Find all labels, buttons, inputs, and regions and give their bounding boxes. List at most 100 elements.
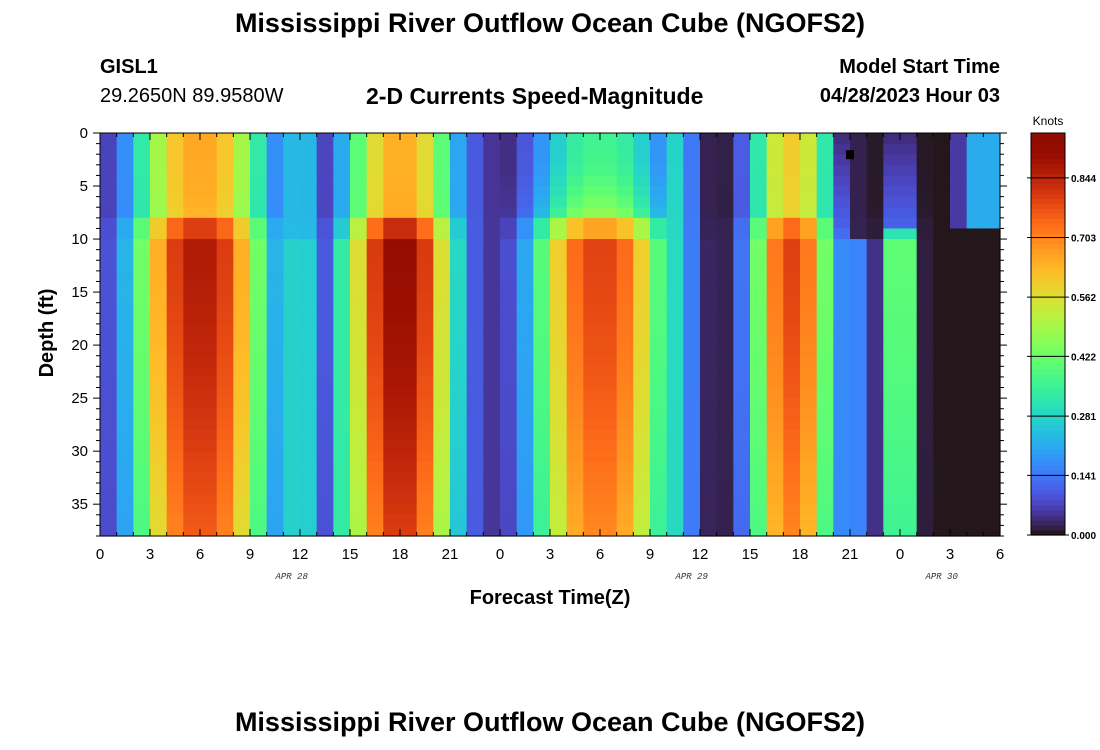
heatmap-cell	[816, 398, 834, 410]
heatmap-cell	[166, 376, 184, 389]
heatmap-cell	[783, 196, 801, 208]
heatmap-cell	[366, 355, 384, 367]
x-tick-label: 21	[442, 546, 459, 563]
heatmap-cell	[250, 196, 268, 208]
heatmap-cell	[566, 143, 584, 155]
heatmap-cell	[633, 514, 651, 526]
heatmap-cell	[400, 398, 418, 410]
heatmap-cell	[133, 419, 151, 431]
heatmap-cell	[633, 472, 651, 484]
heatmap-cell	[383, 504, 401, 516]
heatmap-cell	[983, 451, 1001, 463]
heatmap-cell	[300, 440, 318, 452]
heatmap-cell	[333, 292, 351, 304]
heatmap-cell	[833, 228, 851, 240]
heatmap-cell	[633, 292, 651, 304]
heatmap-cell	[566, 345, 584, 357]
heatmap-cell	[850, 133, 868, 145]
heatmap-cell	[733, 196, 751, 208]
heatmap-cell	[700, 323, 718, 336]
heatmap-cell	[150, 207, 168, 219]
heatmap-cell	[200, 270, 218, 283]
heatmap-cell	[566, 387, 584, 399]
heatmap-cell	[716, 260, 734, 272]
heatmap-cell	[733, 451, 751, 463]
heatmap-cell	[283, 355, 301, 367]
heatmap-cell	[433, 249, 451, 261]
heatmap-cell	[550, 334, 568, 346]
heatmap-cell	[150, 461, 168, 473]
heatmap-cell	[800, 175, 818, 187]
heatmap-cell	[900, 525, 918, 537]
heatmap-cell	[500, 281, 518, 293]
heatmap-cell	[983, 217, 1001, 230]
heatmap-cell	[516, 302, 534, 314]
heatmap-cell	[433, 217, 451, 230]
heatmap-cell	[283, 461, 301, 473]
heatmap-cell	[400, 133, 418, 145]
heatmap-cell	[783, 260, 801, 272]
x-tick-label: 12	[692, 546, 709, 563]
heatmap-cell	[833, 355, 851, 367]
heatmap-cell	[600, 207, 618, 219]
colorbar-segment	[1031, 303, 1065, 310]
heatmap-cell	[716, 292, 734, 304]
heatmap-cell	[366, 398, 384, 410]
heatmap-cell	[583, 196, 601, 208]
heatmap-cell	[866, 302, 884, 314]
heatmap-cell	[783, 504, 801, 516]
heatmap-cell	[300, 228, 318, 240]
heatmap-cell	[166, 514, 184, 526]
heatmap-cell	[266, 419, 284, 431]
heatmap-cell	[750, 387, 768, 399]
heatmap-cell	[400, 514, 418, 526]
heatmap-cell	[500, 302, 518, 314]
heatmap-cell	[950, 281, 968, 293]
heatmap-cell	[833, 398, 851, 410]
heatmap-cell	[550, 313, 568, 325]
heatmap-cell	[650, 292, 668, 304]
heatmap-cell	[900, 281, 918, 293]
heatmap-cell	[750, 334, 768, 346]
heatmap-cell	[100, 345, 118, 357]
heatmap-cell	[466, 292, 484, 304]
heatmap-cell	[466, 334, 484, 346]
heatmap-cell	[433, 493, 451, 505]
heatmap-cell	[966, 387, 984, 399]
heatmap-cell	[633, 154, 651, 166]
heatmap-cell	[366, 270, 384, 283]
heatmap-cell	[316, 175, 334, 187]
heatmap-cell	[516, 143, 534, 155]
heatmap-cell	[633, 281, 651, 293]
heatmap-cell	[466, 196, 484, 208]
heatmap-cell	[516, 451, 534, 463]
heatmap-cell	[866, 376, 884, 389]
heatmap-cell	[150, 493, 168, 505]
heatmap-cell	[433, 419, 451, 431]
heatmap-cell	[950, 472, 968, 484]
heatmap-cell	[866, 345, 884, 357]
heatmap-cell	[733, 143, 751, 155]
heatmap-cell	[816, 387, 834, 399]
heatmap-cell	[883, 270, 901, 283]
heatmap-cell	[116, 260, 134, 272]
heatmap-cell	[833, 323, 851, 336]
colorbar-segment	[1031, 153, 1065, 159]
heatmap-cell	[616, 196, 634, 208]
heatmap-cell	[550, 408, 568, 420]
heatmap-cell	[683, 292, 701, 304]
heatmap-cell	[800, 451, 818, 463]
heatmap-cell	[300, 514, 318, 526]
heatmap-cell	[300, 387, 318, 399]
heatmap-cell	[700, 313, 718, 325]
heatmap-cell	[333, 376, 351, 389]
heatmap-cell	[116, 398, 134, 410]
heatmap-cell	[983, 387, 1001, 399]
heatmap-cell	[766, 461, 784, 473]
heatmap-cell	[750, 281, 768, 293]
heatmap-cell	[983, 355, 1001, 367]
heatmap-cell	[566, 493, 584, 505]
heatmap-cell	[400, 440, 418, 452]
heatmap-cell	[383, 207, 401, 219]
heatmap-cell	[983, 228, 1001, 240]
